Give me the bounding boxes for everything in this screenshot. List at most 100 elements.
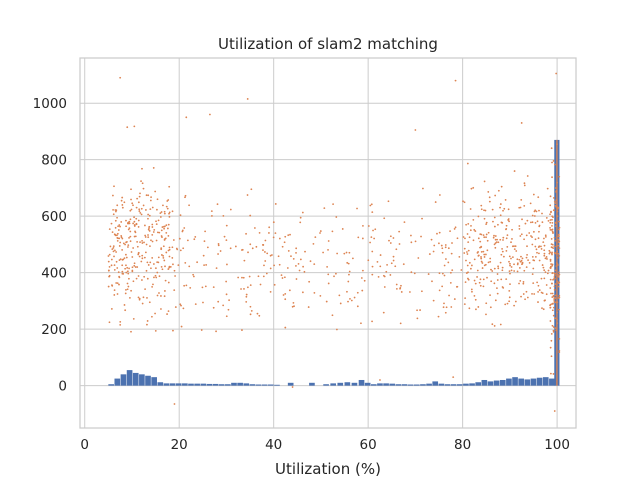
scatter-point: [466, 253, 469, 255]
scatter-point: [194, 236, 197, 238]
histogram-bar: [274, 384, 280, 386]
scatter-point: [272, 236, 275, 239]
scatter-point: [525, 256, 528, 259]
scatter-point: [367, 259, 370, 262]
scatter-point: [184, 261, 187, 264]
scatter-point: [552, 247, 555, 250]
scatter-point: [149, 245, 151, 248]
histogram-bar: [344, 382, 351, 386]
scatter-point: [155, 223, 158, 226]
scatter-point: [557, 282, 560, 285]
scatter-point: [480, 257, 483, 260]
histogram-bar: [261, 384, 268, 386]
scatter-point: [477, 215, 480, 218]
scatter-point: [176, 248, 179, 251]
scatter-point: [108, 253, 111, 256]
scatter-point: [167, 281, 170, 284]
scatter-point: [135, 206, 138, 209]
scatter-point: [111, 231, 114, 234]
y-tick-label: 1000: [33, 96, 67, 112]
scatter-point: [249, 313, 252, 316]
scatter-point: [557, 297, 560, 299]
scatter-point: [549, 226, 551, 229]
scatter-point: [178, 237, 181, 240]
scatter-point: [113, 249, 116, 252]
scatter-point: [245, 295, 248, 298]
scatter-point: [185, 116, 188, 119]
scatter-point: [273, 283, 276, 286]
scatter-point: [363, 279, 366, 282]
scatter-point: [502, 239, 504, 241]
scatter-point: [166, 227, 169, 230]
scatter-point: [154, 329, 157, 332]
scatter-point: [356, 305, 359, 308]
histogram-bar: [450, 384, 457, 386]
scatter-point: [454, 226, 457, 229]
scatter-point: [268, 232, 270, 234]
scatter-point: [516, 263, 519, 266]
scatter-point: [125, 225, 128, 228]
scatter-point: [351, 257, 354, 260]
scatter-point: [438, 289, 441, 292]
scatter-point: [150, 196, 152, 199]
scatter-point: [297, 262, 300, 265]
scatter-point: [383, 275, 386, 278]
scatter-point: [518, 267, 521, 269]
scatter-point: [165, 231, 168, 234]
scatter-point: [440, 244, 443, 247]
scatter-point: [249, 214, 252, 217]
scatter-point: [416, 317, 419, 320]
scatter-point: [141, 257, 144, 260]
scatter-point: [137, 226, 140, 228]
scatter-point: [217, 244, 220, 247]
scatter-point: [523, 182, 526, 185]
scatter-point: [162, 256, 165, 259]
scatter-point: [465, 223, 468, 226]
scatter-point: [456, 237, 459, 240]
scatter-point: [477, 237, 480, 240]
scatter-point: [237, 276, 240, 279]
scatter-point: [132, 222, 135, 225]
scatter-point: [150, 239, 152, 242]
scatter-point: [215, 267, 218, 270]
scatter-point: [119, 225, 121, 228]
scatter-point: [184, 194, 187, 197]
scatter-point: [129, 240, 132, 243]
scatter-point: [139, 212, 142, 214]
scatter-point: [212, 306, 215, 309]
scatter-point: [496, 287, 498, 290]
scatter-point: [121, 249, 124, 251]
scatter-point: [122, 272, 125, 275]
scatter-point: [143, 275, 146, 278]
scatter-point: [278, 263, 281, 266]
scatter-point: [161, 226, 164, 228]
scatter-point: [442, 306, 445, 309]
scatter-point: [513, 263, 515, 266]
scatter-point: [449, 230, 451, 233]
scatter-point: [162, 204, 164, 207]
scatter-point: [490, 268, 492, 271]
scatter-point: [274, 232, 277, 235]
scatter-point: [444, 246, 447, 249]
scatter-point: [558, 226, 561, 229]
scatter-point: [553, 200, 556, 203]
scatter-point: [142, 187, 145, 190]
scatter-point: [438, 272, 441, 275]
scatter-point: [122, 258, 125, 261]
scatter-point: [557, 233, 560, 236]
scatter-point: [541, 221, 544, 224]
scatter-point: [552, 278, 554, 281]
scatter-point: [422, 187, 424, 190]
scatter-point: [470, 187, 473, 190]
scatter-point: [511, 228, 513, 231]
scatter-point: [414, 129, 417, 131]
scatter-point: [145, 269, 148, 272]
scatter-point: [558, 338, 561, 340]
scatter-point: [558, 255, 561, 257]
scatter-point: [479, 240, 482, 243]
scatter-point: [133, 264, 136, 267]
scatter-point: [119, 76, 122, 79]
scatter-point: [108, 228, 111, 231]
scatter-point: [284, 235, 287, 238]
histogram-bar: [255, 384, 262, 386]
